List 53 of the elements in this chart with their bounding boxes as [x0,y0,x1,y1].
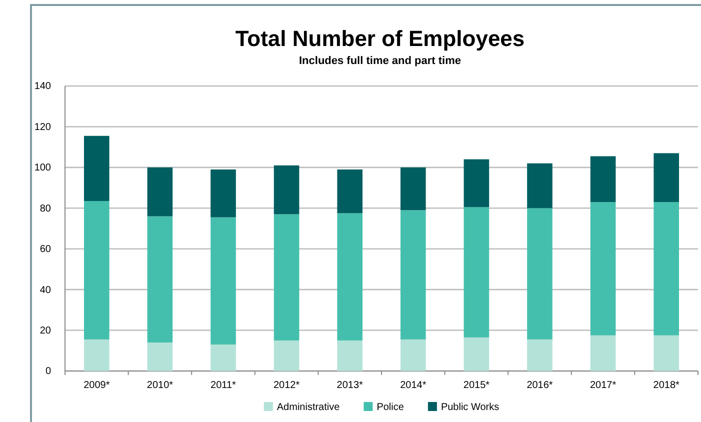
y-tick-label: 120 [34,122,52,133]
x-tick-label: 2013* [336,380,364,392]
bar [464,337,490,371]
legend-label: Public Works [440,402,500,413]
legend-label: Administrative [276,402,340,413]
legend-label: Police [376,402,404,413]
x-tick-label: 2016* [526,380,553,392]
bar [590,156,616,202]
x-tick-label: 2010* [146,380,174,392]
x-tick-label: 2018* [653,380,680,392]
bar [210,217,236,345]
bar [337,169,363,214]
y-tick-label: 0 [45,366,52,378]
bar [527,208,552,340]
y-tick-label: 80 [40,203,52,214]
bar [590,335,616,371]
bar [464,207,490,338]
bar [400,339,426,371]
bar [84,201,110,340]
x-tick-label: 2009* [84,380,110,392]
bar [464,159,490,208]
bar [337,213,363,340]
bar [84,339,110,371]
y-tick-label: 100 [34,162,52,174]
bar [654,202,680,336]
chart-title: Total Number of Employees [235,26,525,51]
bar [400,210,426,340]
bar [590,202,616,336]
bar [147,342,173,371]
y-tick-label: 60 [40,244,52,256]
bar [210,344,236,371]
bar [527,163,552,208]
x-tick-label: 2012* [273,380,300,392]
chart-subtitle: Includes full time and part time [299,55,461,67]
bar [400,167,426,210]
bar [274,214,300,340]
bar [654,335,680,371]
bar [84,136,110,202]
x-tick-label: 2015* [463,380,490,392]
bar [274,340,300,371]
x-tick-label: 2011* [210,380,236,392]
x-tick-label: 2017* [590,380,616,392]
bar [274,165,300,214]
bar [147,167,173,216]
bar [527,339,552,371]
y-tick-label: 40 [40,284,52,296]
y-tick-label: 20 [40,325,52,336]
bar [337,340,363,371]
bar [147,216,173,342]
bar [654,153,680,202]
y-tick-label: 140 [34,81,52,92]
x-tick-label: 2014* [400,380,426,392]
bar [210,169,236,218]
